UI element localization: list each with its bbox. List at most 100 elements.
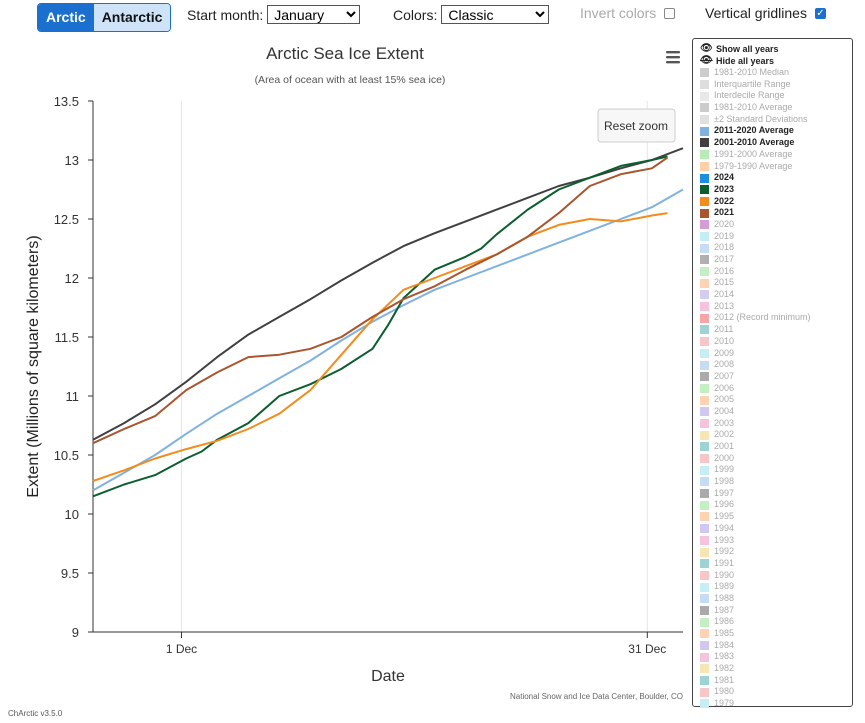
legend-swatch bbox=[700, 570, 709, 580]
legend-item[interactable]: 1981-2010 Median bbox=[700, 67, 852, 79]
invert-colors-checkbox[interactable] bbox=[664, 7, 676, 19]
colors-select[interactable]: Classic bbox=[441, 5, 550, 24]
legend-label: 1997 bbox=[714, 487, 735, 498]
legend-item[interactable]: 2013 bbox=[700, 301, 852, 313]
legend-item[interactable]: 1991 bbox=[700, 558, 852, 570]
legend-item[interactable]: 1979 bbox=[700, 698, 852, 710]
series-line-2021[interactable] bbox=[92, 156, 669, 445]
legend-item[interactable]: 1995 bbox=[700, 511, 852, 523]
legend-items: 1981-2010 Median Interquartile Range Inter… bbox=[700, 67, 852, 710]
legend-item[interactable]: 2008 bbox=[700, 359, 852, 371]
legend-item[interactable]: ±2 Standard Deviations bbox=[700, 114, 852, 126]
legend-item[interactable]: 2023 bbox=[700, 184, 852, 196]
x-axis-label: Date bbox=[371, 668, 405, 685]
legend-item[interactable]: 1989 bbox=[700, 581, 852, 593]
legend-label: 1979 bbox=[714, 698, 735, 709]
legend-item[interactable]: 2017 bbox=[700, 254, 852, 266]
legend-item[interactable]: 1982 bbox=[700, 663, 852, 675]
legend-label: 2020 bbox=[714, 218, 735, 229]
legend-item[interactable]: 2016 bbox=[700, 266, 852, 278]
vertical-gridlines-label: Vertical gridlines bbox=[705, 5, 807, 21]
tab-antarctic[interactable]: Antarctic bbox=[93, 4, 171, 31]
legend-item[interactable]: 2005 bbox=[700, 394, 852, 406]
legend-item[interactable]: 2009 bbox=[700, 348, 852, 360]
legend-swatch bbox=[700, 535, 709, 545]
legend-label: 1996 bbox=[714, 499, 735, 510]
legend-swatch bbox=[700, 500, 709, 510]
legend-item[interactable]: 2002 bbox=[700, 429, 852, 441]
legend-item[interactable]: 2019 bbox=[700, 231, 852, 243]
legend-item[interactable]: 1992 bbox=[700, 546, 852, 558]
legend-item[interactable]: 1996 bbox=[700, 499, 852, 511]
legend-item[interactable]: 2012 (Record minimum) bbox=[700, 312, 852, 324]
legend-item[interactable]: 2003 bbox=[700, 418, 852, 430]
legend-swatch bbox=[700, 489, 709, 499]
legend-item[interactable]: 1993 bbox=[700, 535, 852, 547]
legend-item[interactable]: 1980 bbox=[700, 686, 852, 698]
legend-item[interactable]: 2011 bbox=[700, 324, 852, 336]
legend-item[interactable]: 1987 bbox=[700, 605, 852, 617]
legend-label: 2011-2020 Average bbox=[714, 125, 794, 136]
legend-item[interactable]: 1979-1990 Average bbox=[700, 161, 852, 173]
legend-item[interactable]: 1981 bbox=[700, 675, 852, 687]
tab-arctic[interactable]: Arctic bbox=[38, 4, 94, 31]
legend-item[interactable]: 2004 bbox=[700, 406, 852, 418]
hamburger-icon[interactable] bbox=[666, 51, 680, 64]
legend-swatch bbox=[700, 617, 709, 627]
legend-item[interactable]: 1988 bbox=[700, 593, 852, 605]
invert-colors-label: Invert colors bbox=[580, 5, 657, 21]
legend-item[interactable]: 2001-2010 Average bbox=[700, 137, 852, 149]
legend-item[interactable]: 1981-2010 Average bbox=[700, 102, 852, 114]
reset-zoom-button[interactable]: Reset zoom bbox=[597, 108, 676, 143]
legend-item[interactable]: 2021 bbox=[700, 207, 852, 219]
legend-item[interactable]: 1990 bbox=[700, 570, 852, 582]
legend-item[interactable]: 1983 bbox=[700, 651, 852, 663]
legend-swatch bbox=[700, 161, 709, 171]
legend-item[interactable]: 1999 bbox=[700, 464, 852, 476]
legend-label: 1993 bbox=[714, 534, 735, 545]
legend-swatch bbox=[700, 278, 709, 288]
legend-item[interactable]: 2006 bbox=[700, 383, 852, 395]
series-line-2011-2020-average[interactable] bbox=[92, 188, 684, 492]
legend-item[interactable]: Interdecile Range bbox=[700, 90, 852, 102]
legend-label: 1994 bbox=[714, 522, 735, 533]
legend-item[interactable]: 2007 bbox=[700, 371, 852, 383]
legend-item[interactable]: 1998 bbox=[700, 476, 852, 488]
credit-text: National Snow and Ice Data Center, Bould… bbox=[510, 692, 683, 701]
legend-item[interactable]: 2011-2020 Average bbox=[700, 125, 852, 137]
legend-item[interactable]: 2001 bbox=[700, 441, 852, 453]
legend-item[interactable]: 2022 bbox=[700, 196, 852, 208]
legend-swatch bbox=[700, 605, 709, 615]
vertical-gridlines-checkbox[interactable]: ✓ bbox=[814, 7, 826, 19]
legend-item[interactable]: 1991-2000 Average bbox=[700, 149, 852, 161]
legend-label: 1999 bbox=[714, 464, 735, 475]
y-tick-label: 12.5 bbox=[54, 212, 79, 227]
legend-item[interactable]: 1994 bbox=[700, 523, 852, 535]
legend-swatch bbox=[700, 372, 709, 382]
legend-swatch bbox=[700, 173, 709, 183]
legend-label: 1989 bbox=[714, 581, 735, 592]
legend-item[interactable]: 2018 bbox=[700, 242, 852, 254]
legend-item[interactable]: 2020 bbox=[700, 219, 852, 231]
legend-label: 2011 bbox=[714, 324, 734, 335]
legend-item[interactable]: 1997 bbox=[700, 488, 852, 500]
legend-item[interactable]: 2015 bbox=[700, 277, 852, 289]
legend-item[interactable]: 1984 bbox=[700, 640, 852, 652]
series-line-2023[interactable] bbox=[92, 155, 668, 498]
show-all-years[interactable]: 👁 Show all years bbox=[700, 43, 852, 55]
legend-item[interactable]: Interquartile Range bbox=[700, 79, 852, 91]
start-month-select[interactable]: January bbox=[267, 5, 361, 24]
legend-item[interactable]: 2024 bbox=[700, 172, 852, 184]
legend-item[interactable]: 2010 bbox=[700, 336, 852, 348]
legend-item[interactable]: 1986 bbox=[700, 616, 852, 628]
vertical-gridlines-control: Vertical gridlines ✓ bbox=[705, 5, 826, 21]
legend-swatch bbox=[700, 348, 709, 358]
hide-all-years[interactable]: 👁 Hide all years bbox=[700, 55, 852, 67]
legend-item[interactable]: 2014 bbox=[700, 289, 852, 301]
legend-label: 1986 bbox=[714, 616, 735, 627]
series-line-2022[interactable] bbox=[92, 212, 668, 482]
legend-label: 2017 bbox=[714, 254, 735, 264]
legend-item[interactable]: 1985 bbox=[700, 628, 852, 640]
legend-item[interactable]: 2000 bbox=[700, 453, 852, 465]
legend-swatch bbox=[700, 512, 709, 522]
